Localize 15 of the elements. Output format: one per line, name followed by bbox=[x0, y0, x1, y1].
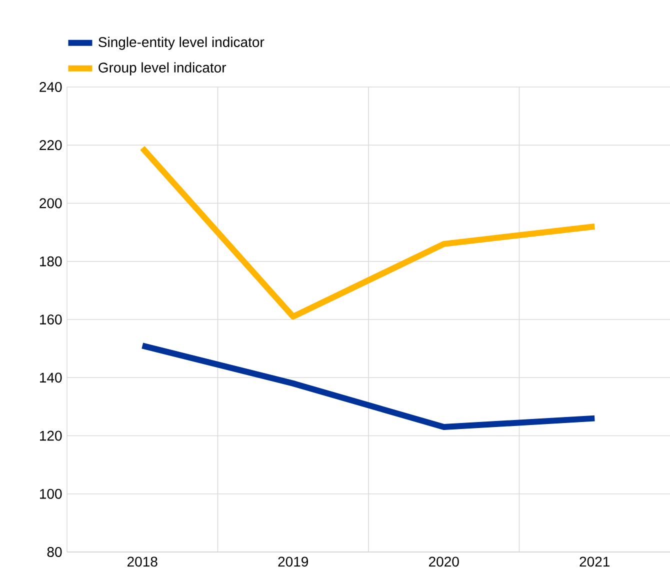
y-tick-label: 240 bbox=[40, 82, 62, 92]
x-tick-label: 2020 bbox=[429, 556, 459, 567]
y-tick-label: 100 bbox=[40, 488, 62, 499]
x-tick-label: 2018 bbox=[128, 556, 158, 567]
y-tick-label: 80 bbox=[47, 547, 62, 557]
y-tick-label: 140 bbox=[40, 372, 62, 383]
y-tick-label: 180 bbox=[40, 256, 62, 266]
y-tick-label: 120 bbox=[40, 430, 62, 441]
x-tick-label: 2021 bbox=[580, 556, 610, 567]
y-tick-label: 160 bbox=[40, 314, 62, 324]
legend-label: Single-entity level indicator bbox=[98, 36, 264, 50]
y-tick-label: 200 bbox=[40, 198, 62, 208]
legend-label: Group level indicator bbox=[98, 62, 226, 76]
y-tick-label: 220 bbox=[40, 140, 62, 150]
x-tick-label: 2019 bbox=[278, 556, 308, 567]
